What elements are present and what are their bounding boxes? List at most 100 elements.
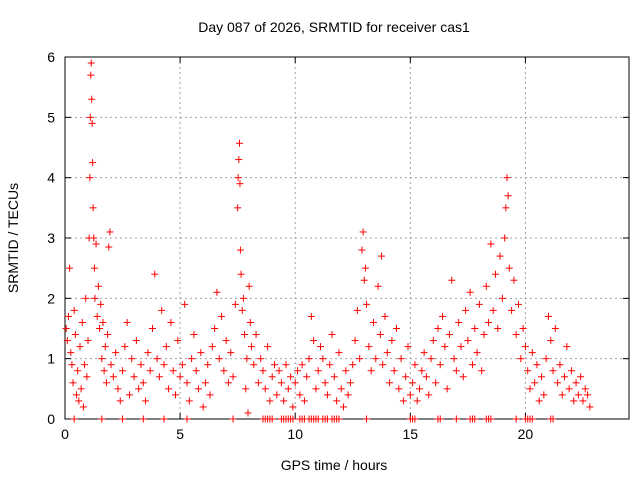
data-point [144,349,152,357]
data-point [114,385,122,393]
data-point [63,337,71,345]
data-point [116,397,124,405]
data-point [303,373,311,381]
data-point [97,300,105,308]
data-point [75,397,83,405]
y-tick-label: 0 [47,411,55,427]
data-point [139,379,147,387]
data-point [554,379,562,387]
data-point [90,234,98,242]
data-point [540,391,548,399]
data-point [563,343,571,351]
data-point [70,415,78,423]
data-point [67,349,75,357]
data-point [551,325,559,332]
data-point [517,355,525,363]
data-point [201,379,209,387]
data-point [109,373,117,381]
data-point [457,343,465,351]
y-tick-label: 3 [47,230,55,246]
data-point [77,385,85,393]
data-point [64,312,72,320]
data-point [90,264,98,272]
data-point [148,325,156,332]
data-point [160,361,168,369]
data-point [160,415,168,423]
data-point [549,367,557,375]
data-point [542,355,550,363]
data-point [206,391,214,399]
data-point [466,288,474,296]
data-point [528,349,536,357]
data-point [342,367,350,375]
data-point [236,246,244,254]
data-point [307,312,315,320]
data-point [494,325,502,332]
data-point [137,361,145,369]
data-point [524,367,532,375]
data-point [323,391,331,399]
data-point [192,367,200,375]
data-point [565,385,573,393]
data-point [335,349,343,357]
data-point [83,373,91,381]
data-point [399,397,407,405]
data-point [261,385,269,393]
data-point [181,300,189,308]
data-point [246,318,254,326]
data-point [199,403,207,411]
data-point [139,415,147,423]
data-point [326,361,334,369]
data-point [452,415,460,423]
data-point [478,367,486,375]
data-point [445,331,453,339]
data-point [252,331,260,339]
data-point [218,312,226,320]
data-point [86,113,94,121]
data-point [174,337,182,345]
data-point [471,415,479,423]
chart-title: Day 087 of 2026, SRMTID for receiver cas… [198,19,470,35]
data-point [340,403,348,411]
data-point [185,397,193,405]
data-point [86,174,94,182]
data-point [538,373,546,381]
data-point [178,361,186,369]
data-point [376,331,384,339]
data-point [381,312,389,320]
data-point [236,180,244,188]
data-point [508,306,516,314]
data-point [468,361,476,369]
data-point [264,343,272,351]
data-point [337,385,345,393]
y-axis-label: SRMTID / TECUs [5,183,21,293]
data-point [363,300,371,308]
data-point [169,367,177,375]
data-point [73,391,81,399]
data-point [411,415,419,423]
data-point [427,355,435,363]
data-point [413,397,421,405]
data-point [383,349,391,357]
data-point [464,337,472,345]
data-point [294,367,302,375]
data-point [360,276,368,284]
data-point [521,343,529,351]
y-tick-label: 1 [47,351,55,367]
data-point [128,355,136,363]
data-point [579,397,587,405]
data-point [505,264,513,272]
data-point [436,361,444,369]
data-point [528,415,536,423]
data-point [102,379,110,387]
data-point [455,318,463,326]
data-point [268,415,276,423]
data-point [259,367,267,375]
data-point [462,306,470,314]
data-point [471,325,479,332]
data-point [284,385,292,393]
data-point [213,288,221,296]
data-point [88,119,96,127]
data-point [402,373,410,381]
data-point [535,397,543,405]
